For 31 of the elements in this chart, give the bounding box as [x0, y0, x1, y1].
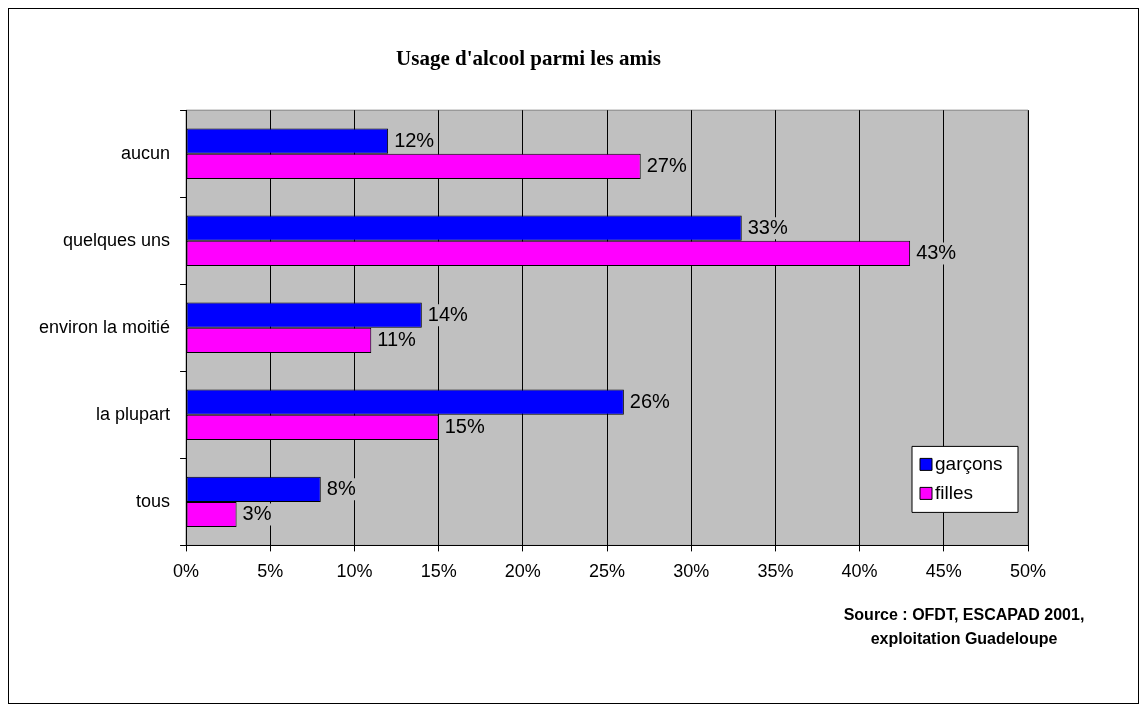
x-tick-label: 25% [589, 561, 626, 582]
data-label: 8% [326, 476, 356, 499]
data-label: 33% [747, 215, 788, 238]
data-label: 26% [629, 389, 671, 412]
data-label: 27% [646, 153, 687, 176]
legend-label: filles [935, 481, 974, 503]
legend-label: garçons [935, 452, 1003, 474]
x-tick-label: 10% [336, 561, 373, 582]
y-tick-label: tous [136, 490, 171, 511]
x-tick-label: 40% [841, 561, 878, 582]
data-label: 14% [427, 302, 469, 325]
x-tick-label: 0% [173, 561, 200, 582]
data-label: 3% [242, 502, 272, 525]
source-note: Source : OFDT, ESCAPAD 2001, [843, 605, 1085, 623]
x-tick-label: 35% [757, 561, 794, 582]
x-tick-label: 30% [673, 561, 710, 582]
text: exploitation Guadeloupe [870, 629, 1058, 647]
x-tick-label: 20% [504, 561, 541, 582]
y-tick-label: la plupart [96, 403, 171, 424]
data-label: 43% [916, 240, 957, 263]
data-label: 15% [444, 414, 485, 437]
data-label: 11% [377, 327, 417, 350]
data-label: 12% [394, 128, 435, 151]
y-tick-label: aucun [121, 142, 171, 163]
x-tick-label: 15% [420, 561, 457, 582]
x-tick-label: 5% [257, 561, 284, 582]
chart-title: Usage d'alcool parmi les amis [396, 46, 661, 71]
y-tick-label: quelques uns [62, 229, 171, 250]
y-tick-label: environ la moitié [39, 316, 171, 337]
x-tick-label: 45% [925, 561, 962, 582]
x-tick-label: 50% [1009, 561, 1047, 582]
